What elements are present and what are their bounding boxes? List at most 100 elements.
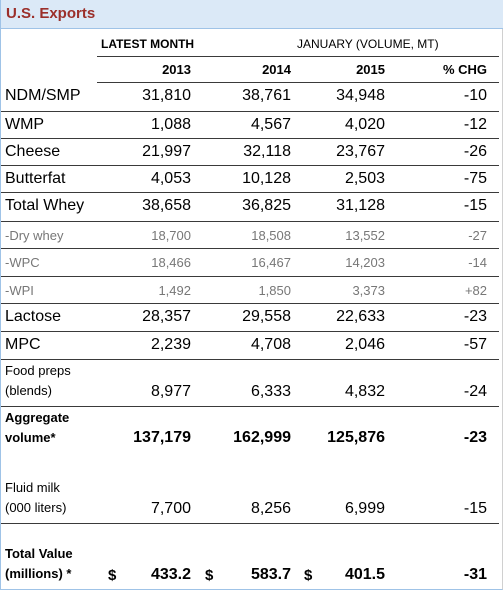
value-2014: 162,999	[233, 429, 291, 446]
row-label: Aggregate volume*	[5, 408, 69, 448]
row-label-line2: volume*	[5, 430, 56, 445]
table-row: Food preps (blends) 8,977 6,333 4,832 -2…	[1, 361, 501, 405]
value-2014: 4,708	[250, 336, 291, 353]
row-divider	[1, 359, 499, 360]
value-chg: -14	[468, 255, 487, 270]
value-2015: 2,046	[344, 336, 385, 353]
row-divider	[1, 523, 499, 524]
row-label: Lactose	[5, 308, 62, 325]
value-2015: 125,876	[327, 429, 385, 446]
value-chg: -23	[463, 308, 487, 325]
row-label: Fluid milk (000 liters)	[5, 478, 66, 518]
value-chg: +82	[464, 283, 487, 298]
row-label-line1: Aggregate	[5, 410, 70, 425]
value-2014: 10,128	[242, 170, 291, 187]
value-chg: -23	[463, 429, 487, 446]
row-divider	[1, 165, 499, 166]
value-chg: -15	[463, 197, 487, 214]
row-label: Total Value (millions) *	[5, 544, 73, 584]
row-label-line1: Total Value	[5, 546, 73, 561]
value-chg: -27	[468, 228, 487, 243]
row-label-line1: Food preps	[5, 363, 71, 378]
value-2014: 29,558	[242, 308, 291, 325]
value-2014: 583.7	[250, 566, 291, 583]
value-chg: -10	[463, 87, 487, 104]
header-divider	[97, 56, 499, 57]
value-2014: 36,825	[242, 197, 291, 214]
value-2014: 16,467	[251, 255, 291, 270]
row-divider	[1, 331, 499, 332]
value-2015: 31,128	[336, 197, 385, 214]
value-2015: 22,633	[336, 308, 385, 325]
value-2013: 21,997	[142, 143, 191, 160]
row-divider	[1, 192, 499, 193]
value-2013: 433.2	[150, 566, 191, 583]
value-2015: 2,503	[344, 170, 385, 187]
value-2014: 32,118	[243, 143, 291, 160]
currency-symbol: $	[304, 567, 313, 584]
value-2013: 18,700	[151, 228, 191, 243]
row-label-line1: Fluid milk	[5, 480, 60, 495]
table-row: -WPI 1,492 1,850 3,373 +82	[1, 277, 501, 303]
row-label: NDM/SMP	[5, 87, 81, 104]
row-label: -Dry whey	[5, 228, 64, 243]
row-divider	[1, 221, 499, 222]
value-2014: 4,567	[250, 116, 291, 133]
table-row: Total Whey 38,658 36,825 31,128 -15	[1, 194, 501, 220]
row-label: MPC	[5, 336, 41, 353]
columns-divider	[97, 82, 499, 83]
value-chg: -75	[463, 170, 487, 187]
table-row: Cheese 21,997 32,118 23,767 -26	[1, 140, 501, 166]
row-divider	[1, 303, 499, 304]
row-label: Butterfat	[5, 170, 66, 187]
value-2015: 4,020	[344, 116, 385, 133]
value-2015: 3,373	[352, 283, 385, 298]
value-chg: -24	[463, 383, 487, 400]
value-2014: 8,256	[250, 500, 291, 517]
value-2014: 38,761	[242, 87, 291, 104]
row-label: Total Whey	[5, 197, 85, 214]
col-2015: 2015	[356, 62, 385, 77]
row-divider	[1, 138, 499, 139]
row-label: -WPI	[5, 283, 34, 298]
value-2013: 28,357	[142, 308, 191, 325]
value-2013: 1,088	[150, 116, 191, 133]
value-2015: 401.5	[344, 566, 385, 583]
value-2013: 31,810	[142, 87, 191, 104]
row-divider	[1, 111, 499, 112]
value-2015: 14,203	[345, 255, 385, 270]
value-2013: 18,466	[151, 255, 191, 270]
currency-symbol: $	[205, 567, 214, 584]
value-2013: 137,179	[133, 429, 191, 446]
currency-symbol: $	[108, 567, 117, 584]
value-chg: -31	[463, 566, 487, 583]
col-pct-chg: % CHG	[442, 62, 487, 77]
table-row: -WPC 18,466 16,467 14,203 -14	[1, 249, 501, 275]
row-label: Cheese	[5, 143, 61, 160]
table-row: NDM/SMP 31,810 38,761 34,948 -10	[1, 84, 501, 110]
row-label-line2: (blends)	[5, 383, 52, 398]
value-2013: 4,053	[150, 170, 191, 187]
value-2013: 2,239	[150, 336, 191, 353]
row-label: -WPC	[5, 255, 40, 270]
table-row: WMP 1,088 4,567 4,020 -12	[1, 113, 501, 139]
value-chg: -57	[463, 336, 487, 353]
value-2015: 4,832	[344, 383, 385, 400]
value-2013: 1,492	[158, 283, 191, 298]
value-2015: 6,999	[344, 500, 385, 517]
value-chg: -12	[463, 116, 487, 133]
col-2014: 2014	[262, 62, 291, 77]
value-2014: 18,508	[251, 228, 291, 243]
value-2015: 23,767	[336, 143, 385, 160]
value-chg: -26	[463, 143, 487, 160]
table-title: U.S. Exports	[6, 5, 96, 22]
row-label-line2: (000 liters)	[5, 500, 67, 515]
table-row: Fluid milk (000 liters) 7,700 8,256 6,99…	[1, 478, 501, 522]
latest-month-header: LATEST MONTH	[101, 37, 195, 51]
table-row: Total Value (millions) * $ 433.2 $ 583.7…	[1, 544, 501, 588]
table-row: -Dry whey 18,700 18,508 13,552 -27	[1, 222, 501, 248]
row-label: WMP	[5, 116, 45, 133]
value-2015: 34,948	[336, 87, 385, 104]
value-2015: 13,552	[345, 228, 385, 243]
